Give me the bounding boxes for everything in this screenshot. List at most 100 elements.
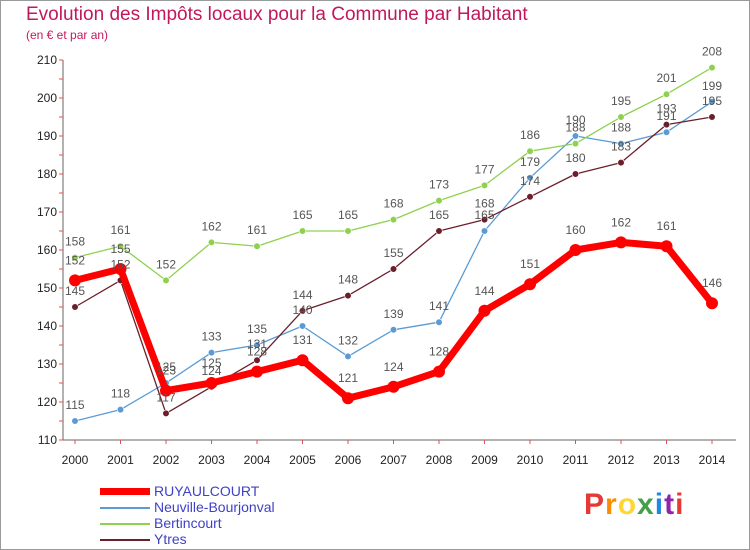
legend: RUYAULCOURT Neuville-Bourjonval Bertincour… <box>100 483 360 548</box>
data-point <box>344 292 352 300</box>
data-label: 165 <box>474 208 494 222</box>
data-label: 152 <box>156 257 176 271</box>
data-label: 160 <box>565 223 585 237</box>
data-label: 131 <box>292 333 312 347</box>
y-tick-label: 210 <box>37 53 57 67</box>
legend-item: Ytres <box>100 531 360 548</box>
data-label: 148 <box>338 273 358 287</box>
x-tick-label: 2000 <box>62 453 89 467</box>
data-label: 183 <box>611 140 631 154</box>
data-point <box>205 377 218 389</box>
data-point <box>253 356 261 364</box>
data-point <box>617 159 625 167</box>
x-tick-label: 2004 <box>244 453 271 467</box>
data-label: 201 <box>656 71 676 85</box>
data-point <box>389 265 398 273</box>
data-point <box>708 113 716 121</box>
data-label: 161 <box>110 223 130 237</box>
data-point <box>526 147 534 155</box>
data-label: 124 <box>201 364 221 378</box>
data-label: 155 <box>383 246 403 260</box>
line-chart: 110 120 130 140 150 160 170 180 190 200 210 2000 200… <box>37 45 736 467</box>
data-label: 146 <box>702 276 722 290</box>
data-label: 188 <box>565 121 585 135</box>
data-label: 125 <box>156 360 176 374</box>
data-point <box>298 227 307 235</box>
data-point <box>116 406 125 414</box>
x-tick-label: 2003 <box>198 453 225 467</box>
data-label: 190 <box>565 113 585 127</box>
data-label: 151 <box>520 257 540 271</box>
data-point <box>617 140 625 148</box>
data-label: 193 <box>656 102 676 116</box>
x-tick-label: 2010 <box>517 453 544 467</box>
y-tick-label: 190 <box>37 129 57 143</box>
data-label: 152 <box>65 253 85 267</box>
data-point <box>342 392 354 405</box>
data-point <box>71 303 79 311</box>
y-tick-label: 120 <box>37 395 57 409</box>
data-label: 128 <box>429 345 449 359</box>
data-point <box>571 132 580 140</box>
data-point <box>660 240 673 253</box>
data-label: 133 <box>201 330 221 344</box>
data-label: 186 <box>520 128 540 142</box>
data-point <box>116 242 125 250</box>
data-point <box>253 341 261 349</box>
data-point <box>662 128 671 136</box>
data-label: 132 <box>338 333 358 347</box>
data-label: 155 <box>110 242 130 256</box>
data-label: 162 <box>201 219 221 233</box>
data-label: 179 <box>520 155 540 169</box>
data-label: 173 <box>429 178 449 192</box>
x-tick-label: 2001 <box>107 453 134 467</box>
data-label: 195 <box>702 94 722 108</box>
y-tick-label: 180 <box>37 167 57 181</box>
data-label: 195 <box>611 94 631 108</box>
data-point <box>162 276 170 285</box>
data-label: 180 <box>565 151 585 165</box>
y-tick-label: 160 <box>37 243 57 257</box>
data-label: 165 <box>338 208 358 222</box>
data-label: 141 <box>429 299 449 313</box>
data-point <box>480 216 489 224</box>
data-point <box>480 181 489 189</box>
data-point <box>114 263 127 275</box>
data-label: 168 <box>474 197 494 211</box>
data-point <box>160 384 172 397</box>
data-point <box>435 197 443 205</box>
data-point <box>708 98 716 106</box>
chart-title: Evolution des Impôts locaux pour la Comm… <box>26 4 528 25</box>
data-label: 118 <box>111 387 130 401</box>
data-label: 139 <box>383 307 403 321</box>
legend-label: RUYAULCOURT <box>154 483 260 499</box>
y-tick-label: 200 <box>37 91 57 105</box>
y-tick-label: 130 <box>37 357 57 371</box>
data-label: 144 <box>292 288 312 302</box>
proxiti-logo: Proxiti <box>584 488 685 521</box>
data-label: 161 <box>656 219 676 233</box>
data-point <box>662 90 671 98</box>
data-point <box>253 242 261 250</box>
data-label: 152 <box>110 257 130 271</box>
x-tick-label: 2007 <box>380 453 407 467</box>
data-label: 158 <box>65 235 85 249</box>
data-label: 124 <box>383 360 403 374</box>
x-tick-label: 2012 <box>608 453 635 467</box>
data-point <box>344 352 352 361</box>
y-tick-label: 140 <box>37 319 57 333</box>
data-label: 188 <box>611 121 631 135</box>
data-point <box>708 63 716 72</box>
data-point <box>569 244 582 256</box>
x-tick-label: 2011 <box>563 453 589 467</box>
x-tick-label: 2009 <box>471 453 498 467</box>
y-tick-label: 110 <box>38 433 57 447</box>
data-label: 145 <box>65 284 85 298</box>
data-label: 161 <box>247 223 267 237</box>
y-tick-label: 170 <box>37 205 57 219</box>
data-label: 125 <box>201 356 221 370</box>
data-label: 208 <box>702 45 722 59</box>
data-label: 131 <box>247 337 267 351</box>
data-label: 121 <box>338 371 358 385</box>
series-layer <box>69 63 718 425</box>
